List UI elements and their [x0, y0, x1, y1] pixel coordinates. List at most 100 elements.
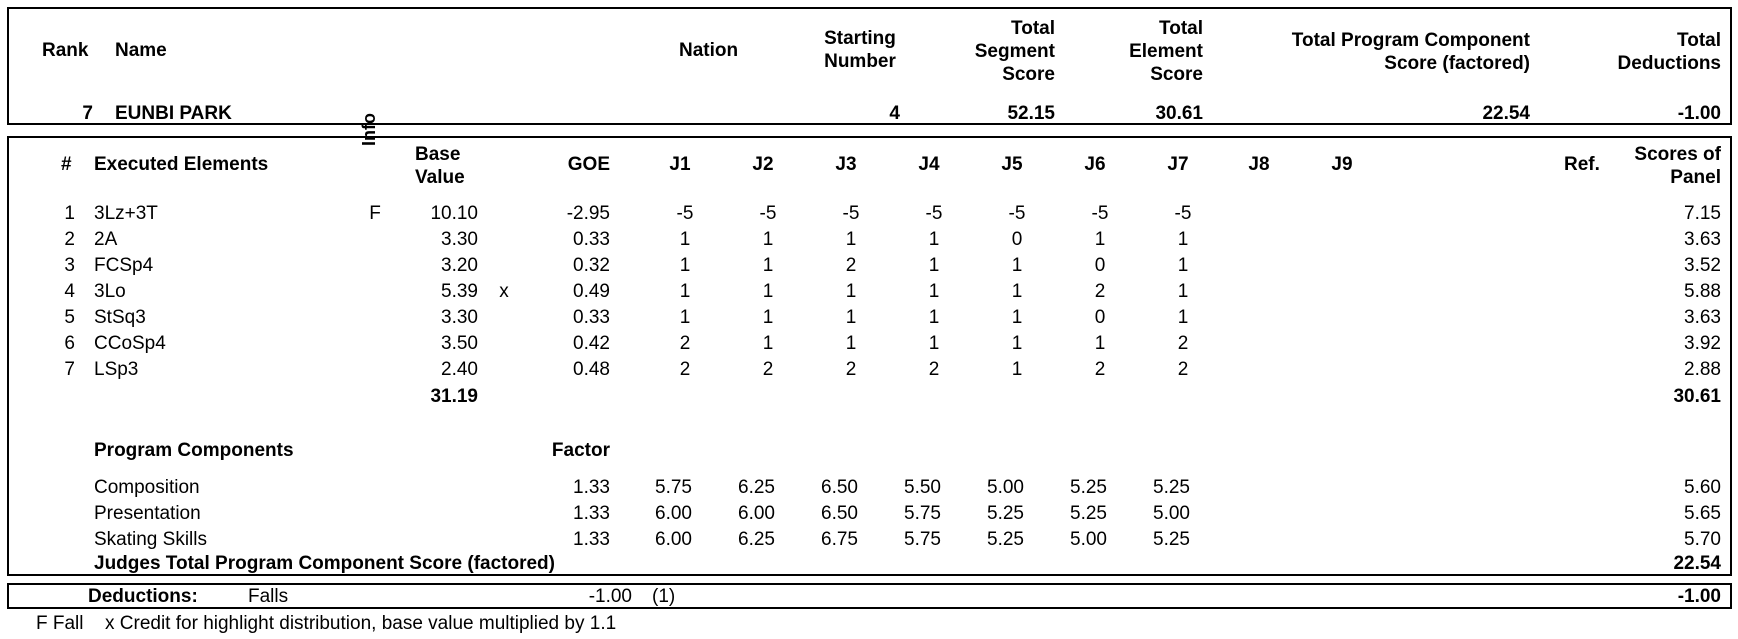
- element-panel-score: 2.88: [1684, 359, 1721, 380]
- col-base-value-label-line2: Value: [415, 167, 465, 188]
- skater-name: EUNBI PARK: [115, 103, 232, 124]
- pcs-judge-score: 5.25: [1070, 477, 1107, 498]
- element-judge-score: -5: [676, 203, 694, 224]
- tes-label-line3: Score: [1150, 64, 1203, 85]
- skater-starting-number: 4: [889, 103, 900, 124]
- element-judge-score: 0: [1094, 307, 1106, 328]
- element-base-value: 10.10: [430, 203, 478, 224]
- pcs-judge-score: 5.25: [1153, 529, 1190, 550]
- element-judge-score: 2: [679, 333, 691, 354]
- pcs-total-value: 22.54: [1673, 553, 1721, 574]
- col-j5-label: J5: [1001, 154, 1023, 175]
- pcs-judge-score: 6.00: [655, 503, 692, 524]
- element-judge-score: 1: [1011, 281, 1023, 302]
- col-j9-label: J9: [1331, 154, 1353, 175]
- col-base-value-label-line1: Base: [415, 144, 461, 165]
- element-judge-score: 2: [1094, 281, 1106, 302]
- element-judge-score: 1: [1094, 229, 1106, 250]
- skater-total-segment-score: 52.15: [1007, 103, 1055, 124]
- element-judge-score: 2: [1177, 333, 1189, 354]
- element-judge-score: 1: [1011, 333, 1023, 354]
- tes-label-line1: Total: [1159, 18, 1203, 39]
- element-judge-score: -5: [1174, 203, 1192, 224]
- element-panel-score: 3.52: [1684, 255, 1721, 276]
- element-name: 3Lz+3T: [94, 203, 158, 224]
- element-judge-score: 1: [762, 281, 774, 302]
- deductions-value: -1.00: [588, 586, 632, 607]
- element-base-value: 3.20: [441, 255, 478, 276]
- element-name: 2A: [94, 229, 118, 250]
- col-scores-of-panel-label: Scores of Panel: [1600, 143, 1721, 189]
- pcs-name: Composition: [94, 477, 200, 498]
- pcs-judge-score: 5.75: [904, 503, 941, 524]
- col-j4-label: J4: [918, 154, 940, 175]
- pcs-label: Total Program Component Score (factored): [1230, 29, 1530, 75]
- element-name: FCSp4: [94, 255, 154, 276]
- element-goe: 0.48: [573, 359, 610, 380]
- element-judge-score: -5: [1091, 203, 1109, 224]
- pcs-judge-score: 5.25: [1070, 503, 1107, 524]
- element-panel-score: 3.92: [1684, 333, 1721, 354]
- skater-summary-box: [7, 7, 1732, 125]
- element-judge-score: 1: [1011, 255, 1023, 276]
- pcs-name: Skating Skills: [94, 529, 207, 550]
- pcs-total-label: Judges Total Program Component Score (fa…: [94, 553, 555, 574]
- skater-total-pcs: 22.54: [1482, 103, 1530, 124]
- element-goe: 0.32: [573, 255, 610, 276]
- col-j3-label: J3: [835, 154, 857, 175]
- deductions-total: -1.00: [1677, 586, 1721, 607]
- col-j7-label: J7: [1167, 154, 1189, 175]
- pcs-judge-score: 5.75: [655, 477, 692, 498]
- element-name: StSq3: [94, 307, 146, 328]
- tes-label-line2: Element: [1129, 41, 1203, 62]
- element-num: 7: [64, 359, 75, 380]
- deductions-type: Falls: [248, 586, 289, 607]
- element-judge-score: 1: [928, 281, 940, 302]
- pcs-judge-score: 5.25: [987, 503, 1024, 524]
- col-j2-label: J2: [752, 154, 774, 175]
- name-label: Name: [115, 40, 167, 61]
- element-judge-score: 2: [762, 359, 774, 380]
- tss-label-line1: Total: [1011, 18, 1055, 39]
- element-info: F: [369, 203, 381, 224]
- element-goe: 0.49: [573, 281, 610, 302]
- element-judge-score: 2: [845, 359, 857, 380]
- tss-label-line3: Score: [1002, 64, 1055, 85]
- pcs-judge-score: 6.25: [738, 477, 775, 498]
- starting-number-label-line1: Starting: [824, 28, 896, 49]
- element-judge-score: 1: [1011, 307, 1023, 328]
- col-goe-label: GOE: [567, 154, 610, 175]
- element-num: 4: [64, 281, 75, 302]
- pcs-panel-score: 5.60: [1684, 477, 1721, 498]
- element-num: 6: [64, 333, 75, 354]
- element-judge-score: 1: [845, 307, 857, 328]
- pcs-label-line1: Total Program Component: [1291, 30, 1530, 51]
- pcs-factor: 1.33: [573, 529, 610, 550]
- element-judge-score: 1: [1177, 307, 1189, 328]
- base-value-total: 31.19: [430, 386, 478, 407]
- pcs-name: Presentation: [94, 503, 201, 524]
- element-judge-score: 2: [1177, 359, 1189, 380]
- col-base-value-label: Base Value: [415, 143, 465, 189]
- total-deductions-label-line2: Deductions: [1617, 53, 1721, 74]
- total-deductions-label: Total Deductions: [1560, 29, 1721, 75]
- element-base-value: 3.50: [441, 333, 478, 354]
- tss-label-line2: Segment: [974, 41, 1055, 62]
- rank-label: Rank: [42, 40, 89, 61]
- col-j8-label: J8: [1248, 154, 1270, 175]
- element-goe: -2.95: [566, 203, 610, 224]
- col-scores-of-panel-label-line2: Panel: [1670, 167, 1721, 188]
- col-ref-label: Ref.: [1564, 154, 1600, 175]
- col-scores-of-panel-label-line1: Scores of: [1634, 144, 1721, 165]
- element-judge-score: 1: [679, 255, 691, 276]
- element-judge-score: 1: [679, 229, 691, 250]
- tss-label: Total Segment Score: [930, 17, 1055, 86]
- pcs-judge-score: 5.00: [1153, 503, 1190, 524]
- pcs-judge-score: 5.75: [904, 529, 941, 550]
- skater-total-element-score: 30.61: [1155, 103, 1203, 124]
- deductions-box: [7, 583, 1732, 609]
- element-goe: 0.42: [573, 333, 610, 354]
- panel-score-total: 30.61: [1673, 386, 1721, 407]
- element-judge-score: -5: [925, 203, 943, 224]
- deductions-label: Deductions:: [88, 586, 198, 607]
